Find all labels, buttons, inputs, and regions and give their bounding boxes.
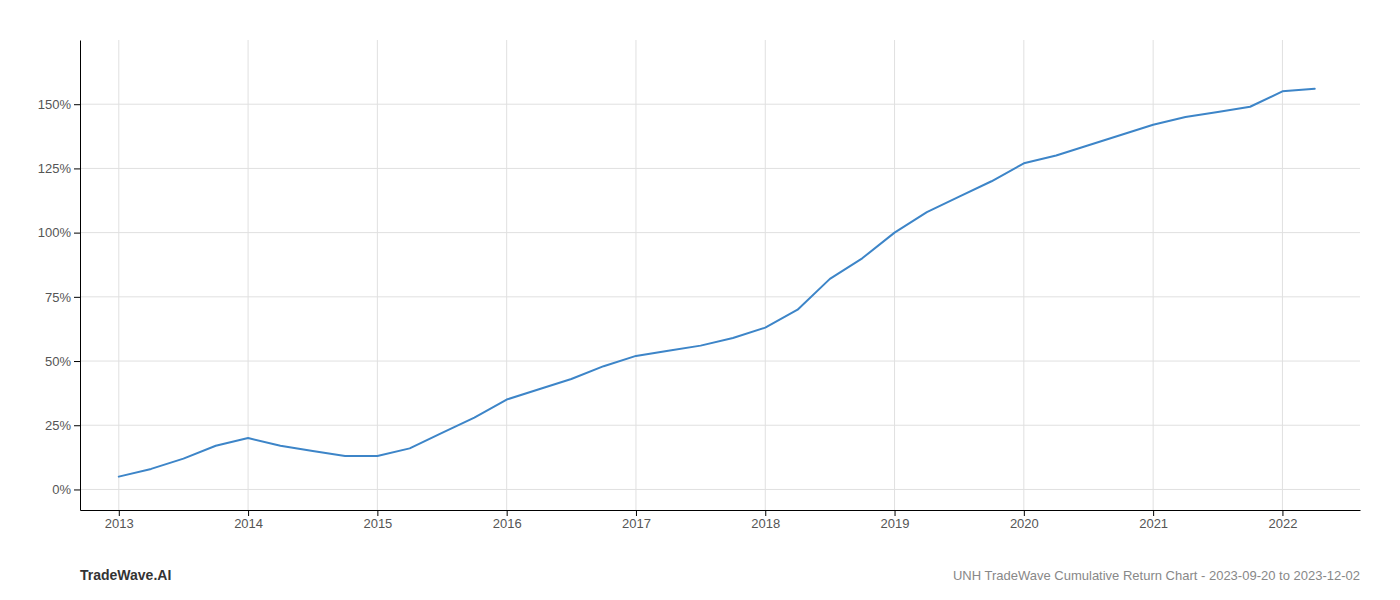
tick-label: 150% xyxy=(38,97,72,112)
tick-label: 2014 xyxy=(234,516,263,531)
tick: 75% xyxy=(45,289,80,304)
tick: 2016 xyxy=(493,510,522,531)
tick: 2018 xyxy=(751,510,780,531)
chart-svg: 2013 2014 2015 2016 2017 2018 2019 2020 2021 2022… xyxy=(0,0,1400,600)
grid-line xyxy=(80,104,1360,105)
texts: TradeWave.AI UNH TradeWave Cumulative Ret… xyxy=(80,567,1360,583)
tick-label: 75% xyxy=(45,289,71,304)
grid-line xyxy=(80,489,1360,490)
tick-label: 2017 xyxy=(622,516,651,531)
tick-mark xyxy=(895,510,896,516)
grid-line xyxy=(506,40,507,510)
tick: 2019 xyxy=(881,510,910,531)
tick: 2021 xyxy=(1139,510,1168,531)
tick: 2014 xyxy=(234,510,263,531)
axis-line xyxy=(81,510,1361,511)
tick: 2013 xyxy=(105,510,134,531)
tick: 25% xyxy=(45,418,80,433)
tick-label: 2016 xyxy=(493,516,522,531)
tick-mark xyxy=(74,233,80,234)
tick-label: 125% xyxy=(38,161,72,176)
tick-mark xyxy=(1153,510,1154,516)
tick-mark xyxy=(636,510,637,516)
tick-label: 2015 xyxy=(363,516,392,531)
grid-line xyxy=(765,40,766,510)
tick-mark xyxy=(74,297,80,298)
tick: 100% xyxy=(38,225,80,240)
tick: 150% xyxy=(38,97,80,112)
tick: 2022 xyxy=(1268,510,1297,531)
marks xyxy=(119,89,1315,477)
x-axis: 2013 2014 2015 2016 2017 2018 2019 2020 2021 2022 xyxy=(81,510,1361,531)
tick-mark xyxy=(765,510,766,516)
tick-mark xyxy=(1282,510,1283,516)
tick-label: 100% xyxy=(38,225,72,240)
tick: 50% xyxy=(45,354,80,369)
tick-label: 50% xyxy=(45,354,71,369)
tick-mark xyxy=(119,510,120,516)
chart-container: 2013 2014 2015 2016 2017 2018 2019 2020 2021 2022… xyxy=(0,0,1400,600)
tick-label: 2020 xyxy=(1010,516,1039,531)
grid-line xyxy=(248,40,249,510)
tick-label: 2018 xyxy=(751,516,780,531)
grid-line xyxy=(894,40,895,510)
tick-label: 2019 xyxy=(881,516,910,531)
axis-line xyxy=(80,41,81,511)
tick: 0% xyxy=(52,482,80,497)
tick-label: 2013 xyxy=(105,516,134,531)
tick-mark xyxy=(74,361,80,362)
tick: 125% xyxy=(38,161,80,176)
tick-label: 2022 xyxy=(1268,516,1297,531)
tick: 2017 xyxy=(622,510,651,531)
grid-line xyxy=(1023,40,1024,510)
title: UNH TradeWave Cumulative Return Chart - … xyxy=(953,568,1360,583)
tick-mark xyxy=(248,510,249,516)
grid-line xyxy=(80,232,1360,233)
grid-line xyxy=(1282,40,1283,510)
tick-label: 25% xyxy=(45,418,71,433)
tick-mark xyxy=(377,510,378,516)
grid-line xyxy=(118,40,119,510)
grid-line xyxy=(1153,40,1154,510)
grid-line xyxy=(635,40,636,510)
line xyxy=(119,89,1315,477)
tick: 2015 xyxy=(363,510,392,531)
tick-label: 2021 xyxy=(1139,516,1168,531)
tick-label: 0% xyxy=(52,482,71,497)
grid xyxy=(80,40,1360,510)
grid-line xyxy=(80,168,1360,169)
tick-mark xyxy=(74,168,80,169)
grid-line xyxy=(80,361,1360,362)
tick-mark xyxy=(74,489,80,490)
tick-mark xyxy=(74,104,80,105)
y-axis: 0% 25% 50% 75% 100% 125% 150% xyxy=(38,41,81,511)
grid-line xyxy=(80,296,1360,297)
plot-area: 2013 2014 2015 2016 2017 2018 2019 2020 2021 2022… xyxy=(38,40,1361,531)
tick-mark xyxy=(74,425,80,426)
tick-mark xyxy=(507,510,508,516)
tick-mark xyxy=(1024,510,1025,516)
annotation: TradeWave.AI xyxy=(80,567,171,583)
tick: 2020 xyxy=(1010,510,1039,531)
grid-line xyxy=(80,425,1360,426)
grid-line xyxy=(377,40,378,510)
